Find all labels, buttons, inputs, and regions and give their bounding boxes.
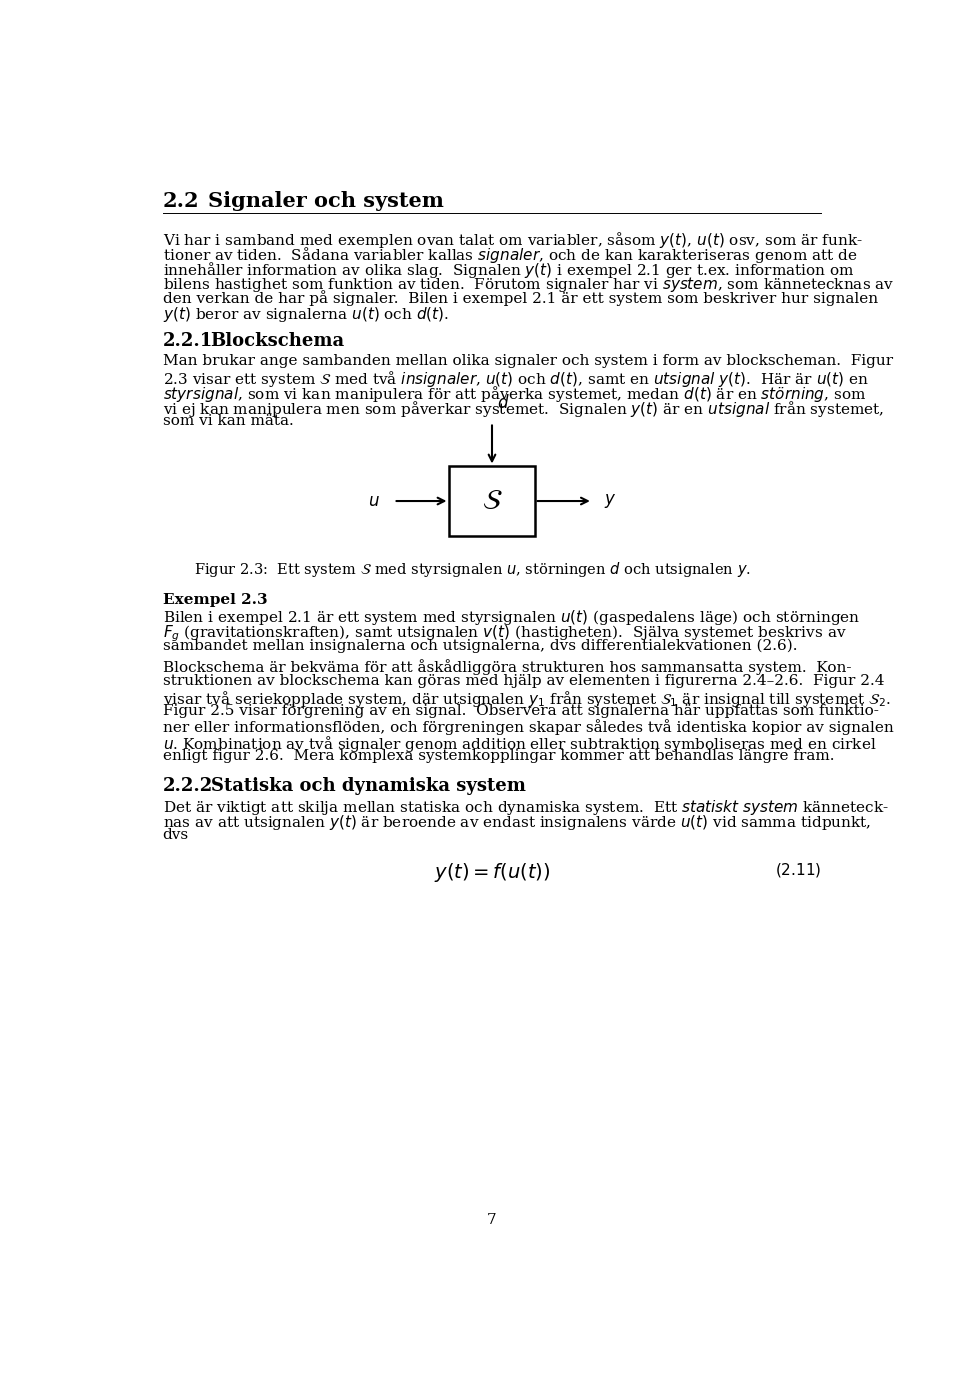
Text: tioner av tiden.  Sådana variabler kallas $\mathit{signaler}$, och de kan karakt: tioner av tiden. Sådana variabler kallas… [162, 245, 857, 265]
Text: 2.2: 2.2 [162, 190, 200, 211]
Text: 2.3 visar ett system $\mathcal{S}$ med två $\mathit{insignaler}$, $u(t)$ och $d(: 2.3 visar ett system $\mathcal{S}$ med t… [162, 370, 869, 389]
Text: Blockschema: Blockschema [210, 332, 345, 350]
Text: nas av att utsignalen $y(t)$ är beroende av endast insignalens värde $u(t)$ vid : nas av att utsignalen $y(t)$ är beroende… [162, 813, 871, 832]
Text: Vi har i samband med exemplen ovan talat om variabler, såsom $y(t)$, $u(t)$ osv,: Vi har i samband med exemplen ovan talat… [162, 230, 862, 249]
Text: $u$. Kombination av två signaler genom addition eller subtraktion symboliseras m: $u$. Kombination av två signaler genom a… [162, 734, 876, 755]
Text: Figur 2.3:  Ett system $\mathcal{S}$ med styrsignalen $u$, störningen $d$ och ut: Figur 2.3: Ett system $\mathcal{S}$ med … [194, 560, 751, 580]
Text: som vi kan mäta.: som vi kan mäta. [162, 414, 294, 428]
Text: 7: 7 [487, 1212, 497, 1226]
Text: $y(t)$ beror av signalerna $u(t)$ och $d(t)$.: $y(t)$ beror av signalerna $u(t)$ och $d… [162, 305, 448, 323]
Text: $d$: $d$ [496, 395, 509, 413]
Text: Signaler och system: Signaler och system [207, 190, 444, 211]
Text: den verkan de har på signaler.  Bilen i exempel 2.1 är ett system som beskriver : den verkan de har på signaler. Bilen i e… [162, 290, 877, 305]
Text: $\mathcal{S}$: $\mathcal{S}$ [482, 487, 502, 515]
Text: Bilen i exempel 2.1 är ett system med styrsignalen $u(t)$ (gaspedalens läge) och: Bilen i exempel 2.1 är ett system med st… [162, 609, 860, 627]
Text: enligt figur 2.6.  Mera komplexa systemkopplingar kommer att behandlas längre fr: enligt figur 2.6. Mera komplexa systemko… [162, 749, 834, 763]
Text: Man brukar ange sambanden mellan olika signaler och system i form av blockschema: Man brukar ange sambanden mellan olika s… [162, 354, 893, 368]
Text: $\mathit{styrsignal}$, som vi kan manipulera för att påverka systemet, medan $d(: $\mathit{styrsignal}$, som vi kan manipu… [162, 384, 866, 405]
Text: $F_g$ (gravitationskraften), samt utsignalen $v(t)$ (hastigheten).  Själva syste: $F_g$ (gravitationskraften), samt utsign… [162, 623, 847, 644]
Text: sambandet mellan insignalerna och utsignalerna, dvs differentialekvationen (2.6): sambandet mellan insignalerna och utsign… [162, 638, 797, 652]
Text: Blockschema är bekväma för att åskådliggöra strukturen hos sammansatta system.  : Blockschema är bekväma för att åskådligg… [162, 659, 852, 675]
Text: $u$: $u$ [368, 493, 379, 510]
Text: Figur 2.5 visar förgrening av en signal.  Observera att signalerna här uppfattas: Figur 2.5 visar förgrening av en signal.… [162, 704, 878, 718]
Text: bilens hastighet som funktion av tiden.  Förutom signaler har vi $\mathit{system: bilens hastighet som funktion av tiden. … [162, 274, 894, 294]
Text: Exempel 2.3: Exempel 2.3 [162, 592, 267, 606]
Text: $y(t) = f(u(t))$: $y(t) = f(u(t))$ [434, 861, 550, 883]
Text: $y$: $y$ [605, 491, 617, 510]
Text: 2.2.1: 2.2.1 [162, 332, 213, 350]
Text: $(2.11)$: $(2.11)$ [775, 861, 822, 879]
Bar [449, 466, 535, 536]
Text: ner eller informationsflöden, och förgreningen skapar således två identiska kopi: ner eller informationsflöden, och förgre… [162, 720, 894, 735]
Text: vi ej kan manipulera men som påverkar systemet.  Signalen $y(t)$ är en $\mathit{: vi ej kan manipulera men som påverkar sy… [162, 399, 884, 419]
Text: 2.2.2: 2.2.2 [162, 777, 213, 795]
Text: dvs: dvs [162, 829, 189, 843]
Text: Statiska och dynamiska system: Statiska och dynamiska system [210, 777, 525, 795]
Text: innehåller information av olika slag.  Signalen $y(t)$ i exempel 2.1 ger t.ex. i: innehåller information av olika slag. Si… [162, 259, 854, 280]
Text: visar två seriekopplade system, där utsignalen $y_1$ från systemet $\mathcal{S}_: visar två seriekopplade system, där utsi… [162, 689, 891, 708]
Text: struktionen av blockschema kan göras med hjälp av elementen i figurerna 2.4–2.6.: struktionen av blockschema kan göras med… [162, 673, 884, 687]
Text: Det är viktigt att skilja mellan statiska och dynamiska system.  Ett $\mathit{st: Det är viktigt att skilja mellan statisk… [162, 798, 889, 818]
